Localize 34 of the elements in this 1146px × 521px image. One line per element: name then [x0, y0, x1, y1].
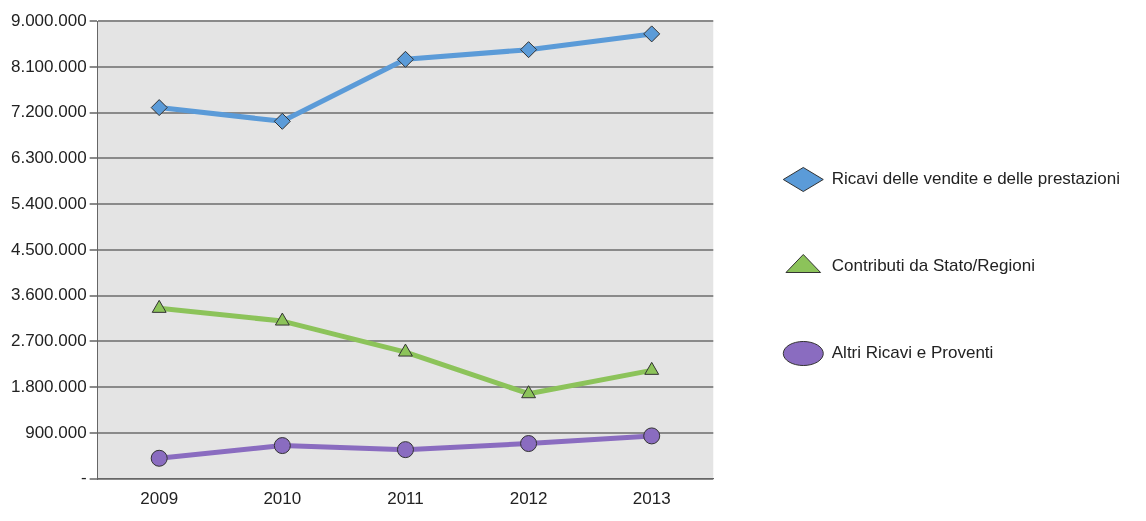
- point: [273, 112, 291, 130]
- y-tick-label: 1.800.000: [10, 376, 87, 396]
- point: [520, 41, 538, 59]
- y-tick-label: -: [80, 468, 87, 488]
- point: [521, 385, 537, 399]
- y-tick-label: 9.000.000: [10, 10, 87, 30]
- point: [520, 435, 538, 453]
- x-tick-label: 2009: [140, 489, 179, 509]
- y-tick-label: 7.200.000: [10, 102, 87, 122]
- point: [398, 343, 413, 357]
- point: [151, 299, 167, 313]
- y-tick-label: 3.600.000: [10, 285, 87, 305]
- legend-label: Contributi da Stato/Regioni: [831, 256, 1035, 276]
- point: [150, 449, 168, 467]
- point: [396, 441, 414, 459]
- point: [150, 99, 168, 117]
- x-tick-label: 2013: [632, 489, 671, 509]
- point: [274, 312, 290, 326]
- point: [396, 50, 414, 68]
- x-tick-label: 2010: [263, 489, 302, 509]
- y-tick-label: 2.700.000: [10, 331, 87, 351]
- y-tick-label: 900.000: [25, 422, 87, 442]
- legend-label: Ricavi delle vendite e delle prestazioni: [831, 169, 1121, 189]
- point: [643, 25, 661, 43]
- x-tick-label: 2011: [387, 489, 424, 509]
- y-tick-label: 4.500.000: [10, 239, 87, 259]
- point: [644, 361, 660, 375]
- legend-label: Altri Ricavi e Proventi: [831, 343, 994, 363]
- y-tick-label: 5.400.000: [10, 193, 87, 213]
- y-tick-label: 8.100.000: [10, 56, 87, 76]
- y-tick-label: 6.300.000: [10, 148, 87, 168]
- point: [643, 427, 661, 445]
- point: [273, 437, 291, 455]
- x-tick-label: 2012: [509, 489, 548, 509]
